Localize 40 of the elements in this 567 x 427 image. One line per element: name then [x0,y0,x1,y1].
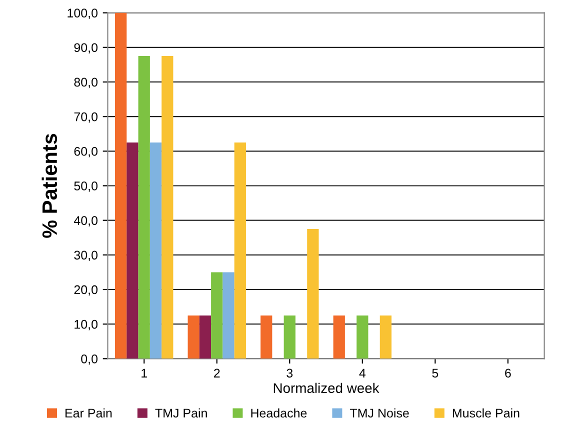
legend-label: Ear Pain [66,408,112,418]
bar [307,228,319,359]
y-tick-label: 50,0 [74,182,98,192]
x-tick-label: 3 [286,368,293,378]
y-tick-label: 70,0 [74,112,98,123]
legend-label: Headache [251,408,307,418]
y-tick-label: 30,0 [74,250,98,262]
bar [188,315,200,359]
y-tick-label: 40,0 [74,216,98,226]
y-axis-title: % Patients [42,134,58,238]
bar [333,315,345,359]
x-tick-label: 1 [142,368,147,378]
y-tick-label: 80,0 [74,78,98,88]
legend-label: TMJ Pain [155,408,207,418]
y-tick-label: 10,0 [74,320,98,330]
bar [199,315,212,359]
bar [126,142,138,359]
bar [138,56,150,359]
bar [115,12,127,359]
y-tick-label: 0,0 [81,354,98,365]
y-tick-label: 60,0 [74,146,98,158]
y-tick-label: 90,0 [74,43,98,54]
x-tick-label: 5 [432,368,438,378]
bar [222,272,234,359]
legend-label: Muscle Pain [452,408,520,418]
legend-label: TMJ Noise [350,408,409,418]
x-tick-label: 2 [214,368,220,378]
y-tick-label: 20,0 [74,285,98,296]
bar [150,142,162,359]
bar [356,315,368,359]
y-tick-label: 100,0 [68,8,98,19]
x-tick-label: 4 [359,368,366,378]
x-tick-label: 6 [505,368,511,378]
bar [260,315,272,359]
x-axis-title: Normalized week [274,382,380,394]
bar [284,315,296,359]
bar [380,315,392,359]
bar [162,56,174,359]
bar [234,142,246,359]
bar [211,272,223,359]
